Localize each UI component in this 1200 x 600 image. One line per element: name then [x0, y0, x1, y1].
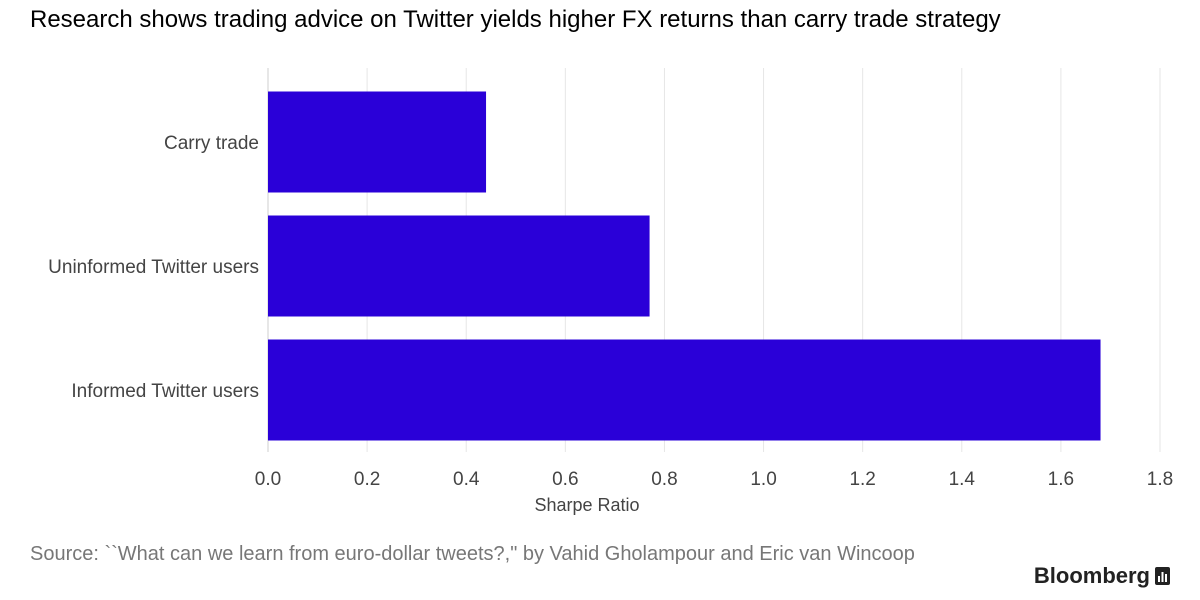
bar — [268, 91, 487, 193]
bloomberg-logo: Bloomberg — [1034, 563, 1170, 589]
bar — [268, 339, 1101, 441]
bars — [268, 91, 1101, 441]
x-axis-label: Sharpe Ratio — [534, 495, 639, 515]
x-tick-label: 0.2 — [354, 469, 380, 490]
category-label: Uninformed Twitter users — [48, 257, 259, 278]
x-tick-label: 0.6 — [552, 469, 578, 490]
source-note: Source: ``What can we learn from euro-do… — [30, 543, 915, 565]
x-tick-label: 0.0 — [255, 469, 281, 490]
x-tick-label: 1.8 — [1147, 469, 1173, 490]
bar — [268, 215, 650, 317]
x-tick-label: 0.4 — [453, 469, 480, 490]
x-tick-label: 1.4 — [949, 469, 976, 490]
x-tick-label: 0.8 — [651, 469, 677, 490]
category-label: Carry trade — [164, 133, 259, 154]
brand-name: Bloomberg — [1033, 563, 1150, 588]
x-tick-label: 1.2 — [849, 469, 875, 490]
chart-title: Research shows trading advice on Twitter… — [30, 6, 1001, 33]
bloomberg-chart-icon — [1155, 567, 1170, 585]
x-tick-labels: 0.0 0.2 0.4 0.6 0.8 1.0 1.2 1.4 1.6 1.8 — [255, 469, 1173, 490]
x-tick-label: 1.0 — [750, 469, 776, 490]
category-label: Informed Twitter users — [71, 381, 259, 402]
x-tick-label: 1.6 — [1048, 469, 1074, 490]
category-labels: Carry trade Uninformed Twitter users Infor… — [48, 133, 259, 402]
